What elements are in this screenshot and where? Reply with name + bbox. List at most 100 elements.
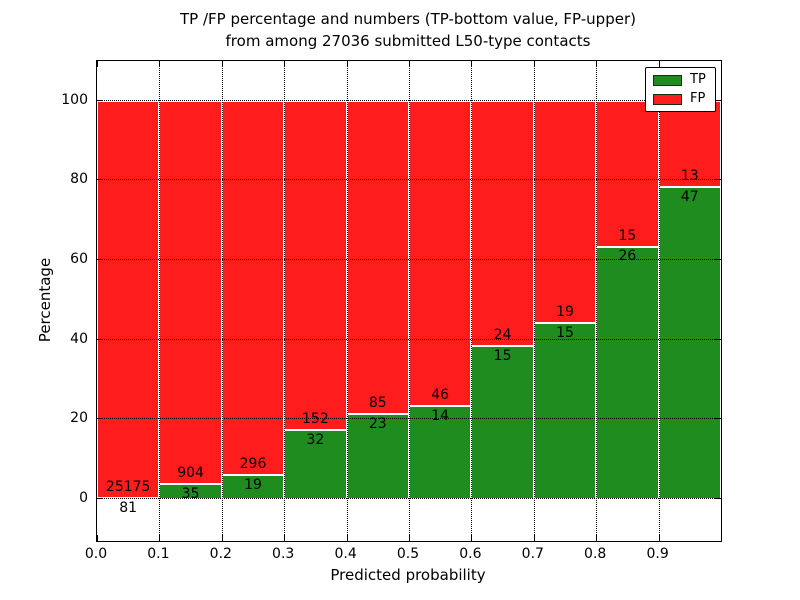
x-axis-label: Predicted probability bbox=[330, 566, 486, 584]
bar-fp-0.4-0.5 bbox=[346, 100, 409, 415]
x-tick-label-0.7: 0.7 bbox=[521, 546, 544, 562]
bar-tp-0.7-0.8 bbox=[533, 323, 597, 499]
x-tick-mark-top bbox=[533, 61, 535, 67]
y-tick-label-60: 60 bbox=[70, 251, 88, 268]
tp-count-label: 23 bbox=[368, 416, 387, 433]
bar-fp-0.1-0.2 bbox=[159, 100, 222, 485]
tp-count-label: 47 bbox=[680, 189, 699, 206]
y-tick-mark-left bbox=[97, 498, 103, 499]
x-tick-mark-top bbox=[471, 61, 473, 67]
legend-swatch-FP bbox=[653, 93, 682, 105]
fp-count-label: 904 bbox=[177, 465, 204, 482]
legend: TP FP bbox=[645, 67, 716, 112]
gridline-v-0.7 bbox=[533, 61, 535, 541]
x-tick-label-0.4: 0.4 bbox=[334, 546, 357, 562]
fp-count-label: 19 bbox=[556, 304, 574, 321]
y-tick-label-40: 40 bbox=[70, 330, 88, 347]
x-tick-mark-bottom bbox=[284, 535, 286, 541]
legend-entry-FP: FP bbox=[653, 92, 706, 106]
x-tick-mark-top bbox=[658, 61, 660, 67]
bar-fp-0.8-0.9 bbox=[596, 100, 659, 247]
gridline-v-0.6 bbox=[471, 61, 473, 541]
y-tick-mark-right bbox=[715, 179, 721, 181]
y-tick-mark-left bbox=[97, 418, 103, 420]
y-tick-label-80: 80 bbox=[70, 171, 88, 188]
x-tick-mark-bottom bbox=[596, 535, 598, 541]
x-tick-mark-top bbox=[221, 61, 223, 67]
x-tick-mark-top bbox=[409, 61, 410, 67]
x-tick-label-0.3: 0.3 bbox=[272, 546, 295, 562]
tp-count-label: 15 bbox=[556, 325, 574, 342]
x-tick-mark-bottom bbox=[346, 535, 348, 541]
bar-fp-0.5-0.6 bbox=[409, 100, 472, 407]
tp-count-label: 35 bbox=[181, 486, 200, 503]
tp-count-label: 15 bbox=[493, 347, 512, 364]
tp-count-label: 81 bbox=[119, 499, 138, 516]
x-tick-mark-bottom bbox=[471, 535, 473, 541]
legend-entry-TP: TP bbox=[653, 73, 706, 87]
gridline-v-0.3 bbox=[284, 61, 286, 541]
y-tick-mark-left bbox=[97, 179, 103, 181]
y-tick-mark-left bbox=[97, 338, 103, 340]
bar-tp-0.9-1.0 bbox=[658, 187, 721, 499]
bar-fp-0.6-0.7 bbox=[471, 100, 534, 346]
tp-count-label: 19 bbox=[244, 476, 262, 493]
x-tick-label-0.5: 0.5 bbox=[396, 546, 420, 562]
x-tick-label-0.6: 0.6 bbox=[459, 546, 482, 562]
bar-fp-0.2-0.3 bbox=[221, 100, 285, 475]
x-tick-mark-bottom bbox=[159, 535, 161, 541]
x-tick-label-0.0: 0.0 bbox=[84, 546, 108, 562]
y-tick-mark-right bbox=[715, 259, 721, 261]
gridline-v-0.8 bbox=[596, 61, 598, 541]
fp-count-label: 15 bbox=[618, 227, 637, 244]
y-tick-mark-right bbox=[715, 498, 721, 499]
x-tick-mark-top bbox=[159, 61, 161, 67]
legend-label-FP: FP bbox=[690, 91, 706, 106]
fp-count-label: 25175 bbox=[105, 478, 151, 495]
gridline-v-0.9 bbox=[658, 61, 660, 541]
y-tick-label-100: 100 bbox=[61, 91, 88, 108]
y-tick-label-20: 20 bbox=[70, 410, 88, 427]
fp-count-label: 85 bbox=[368, 395, 387, 412]
y-tick-mark-left bbox=[97, 259, 103, 261]
gridline-v-0.5 bbox=[409, 61, 410, 541]
fp-count-label: 24 bbox=[493, 326, 512, 343]
bar-tp-0.6-0.7 bbox=[471, 345, 534, 499]
chart-title-line2: from among 27036 submitted L50-type cont… bbox=[225, 32, 591, 50]
gridline-v-0.4 bbox=[346, 61, 348, 541]
y-tick-mark-right bbox=[715, 99, 721, 101]
x-tick-mark-top bbox=[284, 61, 286, 67]
x-tick-mark-top bbox=[596, 61, 598, 67]
x-tick-mark-bottom bbox=[409, 535, 410, 541]
x-tick-mark-top bbox=[97, 61, 98, 67]
chart-title-line1: TP /FP percentage and numbers (TP-bottom… bbox=[180, 10, 636, 28]
fp-count-label: 46 bbox=[431, 387, 450, 404]
x-tick-label-0.8: 0.8 bbox=[584, 546, 607, 562]
y-tick-mark-left bbox=[97, 99, 103, 101]
x-tick-mark-bottom bbox=[658, 535, 660, 541]
x-tick-mark-top bbox=[346, 61, 348, 67]
x-tick-mark-bottom bbox=[221, 535, 223, 541]
x-tick-mark-bottom bbox=[97, 535, 98, 541]
tp-count-label: 14 bbox=[431, 408, 450, 425]
gridline-v-0.2 bbox=[221, 61, 223, 541]
legend-label-TP: TP bbox=[690, 72, 706, 87]
bar-fp-0.3-0.4 bbox=[284, 100, 347, 430]
plot-area: 25175 81 904 35 296 19 152 32 85 23 46 14 24 15 19 15 15… bbox=[96, 60, 722, 542]
tp-count-label: 32 bbox=[306, 431, 325, 448]
tp-count-label: 26 bbox=[618, 248, 637, 265]
x-tick-label-0.1: 0.1 bbox=[147, 546, 170, 562]
x-tick-label-0.9: 0.9 bbox=[646, 546, 669, 562]
bar-tp-0.8-0.9 bbox=[596, 246, 659, 499]
y-tick-mark-right bbox=[715, 418, 721, 420]
legend-swatch-TP bbox=[653, 74, 682, 86]
x-tick-mark-bottom bbox=[533, 535, 535, 541]
x-tick-label-0.2: 0.2 bbox=[209, 546, 232, 562]
y-tick-label-0: 0 bbox=[79, 489, 88, 506]
bar-fp-0.7-0.8 bbox=[533, 100, 597, 324]
fp-count-label: 152 bbox=[302, 410, 329, 427]
fp-count-label: 13 bbox=[680, 168, 699, 185]
y-tick-mark-right bbox=[715, 338, 721, 340]
gridline-v-0.1 bbox=[159, 61, 161, 541]
